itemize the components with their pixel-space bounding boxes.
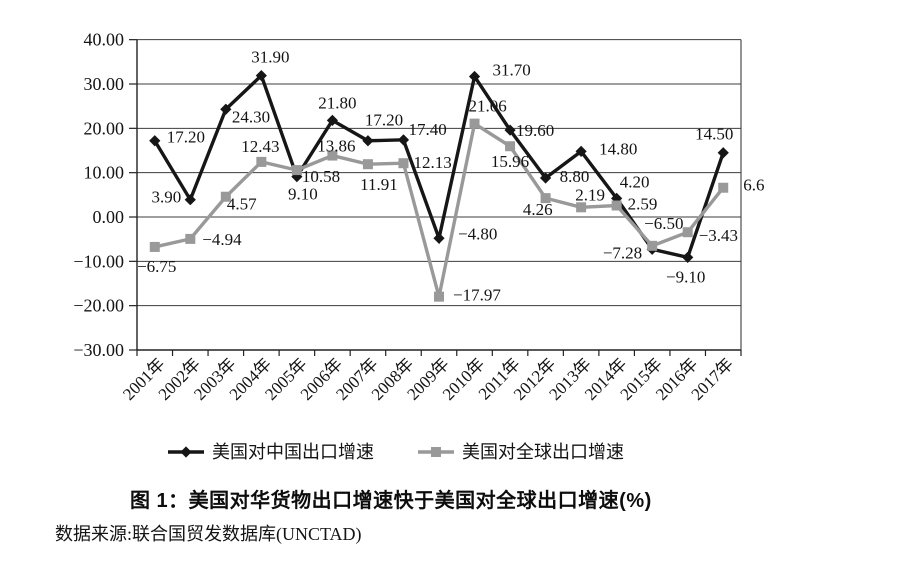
data-label: 3.90: [152, 188, 182, 207]
y-tick-label: −10.00: [73, 251, 124, 271]
square-marker: [682, 227, 693, 238]
data-label: 8.80: [560, 167, 590, 186]
data-label: 14.50: [695, 125, 733, 144]
data-label: 17.40: [408, 120, 446, 139]
square-marker: [256, 156, 267, 167]
diamond-marker: [291, 171, 303, 183]
y-tick-label: 20.00: [84, 118, 125, 138]
data-label: 6.6: [743, 176, 764, 195]
data-label: 2.59: [628, 195, 658, 214]
diamond-marker: [682, 251, 694, 263]
square-marker: [647, 240, 658, 251]
y-tick-label: 0.00: [93, 207, 125, 227]
data-label: 4.26: [523, 200, 553, 219]
legend-square-marker: [431, 447, 441, 457]
y-tick-label: 30.00: [84, 74, 125, 94]
square-marker: [434, 291, 444, 302]
square-marker: [611, 200, 622, 211]
diamond-marker: [397, 134, 410, 146]
square-marker: [327, 150, 338, 161]
data-label: −6.50: [644, 214, 683, 233]
diamond-marker: [326, 114, 339, 126]
data-label: 12.13: [413, 153, 451, 172]
data-label: 24.30: [232, 107, 270, 126]
data-label: 4.20: [620, 172, 650, 191]
data-label: −6.75: [137, 257, 176, 276]
data-label: −17.97: [453, 286, 501, 305]
data-label: 15.96: [491, 152, 529, 171]
legend-label: 美国对全球出口增速: [462, 442, 624, 462]
data-label: −4.80: [458, 224, 497, 243]
legend-label: 美国对中国出口增速: [212, 442, 374, 462]
data-label: 21.80: [318, 93, 356, 112]
data-source-note: 数据来源:联合国贸发数据库(UNCTAD): [55, 524, 362, 544]
data-label: 14.80: [599, 139, 637, 158]
square-marker: [540, 193, 551, 204]
data-label: 12.43: [241, 137, 279, 156]
square-marker: [149, 241, 160, 252]
diamond-marker: [504, 124, 516, 136]
diamond-marker: [539, 172, 552, 184]
square-marker: [291, 165, 302, 176]
square-marker: [469, 118, 480, 129]
data-label: 10.58: [302, 167, 340, 186]
y-tick-label: 10.00: [84, 163, 125, 183]
diamond-marker: [362, 135, 374, 147]
data-label: 13.86: [317, 137, 355, 156]
diamond-marker: [717, 147, 729, 159]
diamond-marker: [255, 69, 267, 82]
data-label: −9.10: [666, 267, 705, 286]
square-marker: [718, 182, 729, 193]
data-label: 17.20: [167, 128, 205, 147]
data-label: 11.91: [360, 175, 398, 194]
data-label: 17.20: [365, 111, 403, 130]
data-label: −4.94: [202, 230, 242, 249]
data-label: 4.57: [227, 195, 257, 214]
legend-diamond-marker: [180, 446, 192, 458]
y-tick-label: 40.00: [84, 30, 125, 50]
y-tick-label: −20.00: [73, 296, 124, 316]
figure-caption: 图 1：美国对华货物出口增速快于美国对全球出口增速(%): [130, 490, 652, 512]
diamond-marker: [220, 103, 232, 115]
diamond-marker: [184, 194, 196, 206]
square-marker: [505, 141, 516, 152]
square-marker: [398, 158, 409, 169]
square-marker: [576, 202, 587, 213]
data-label: −7.28: [603, 243, 642, 262]
diamond-marker: [149, 135, 161, 147]
square-marker: [185, 233, 196, 244]
data-label: 9.10: [288, 185, 318, 204]
diamond-marker: [468, 70, 481, 83]
square-marker: [362, 159, 373, 170]
export-growth-line-chart: 40.00 30.00 20.00 10.00 0.00 −10.00 −20.00 −30.…: [73, 30, 764, 462]
data-label: 19.60: [516, 121, 554, 140]
square-marker: [220, 191, 231, 202]
data-label: 2.19: [575, 185, 605, 204]
diamond-marker: [575, 145, 587, 157]
data-label: 31.70: [493, 60, 531, 79]
data-label: 21.06: [469, 97, 507, 116]
data-label: −3.43: [699, 226, 738, 245]
diamond-marker: [433, 232, 445, 244]
y-tick-label: −30.00: [73, 340, 124, 360]
data-label: 31.90: [251, 48, 289, 67]
